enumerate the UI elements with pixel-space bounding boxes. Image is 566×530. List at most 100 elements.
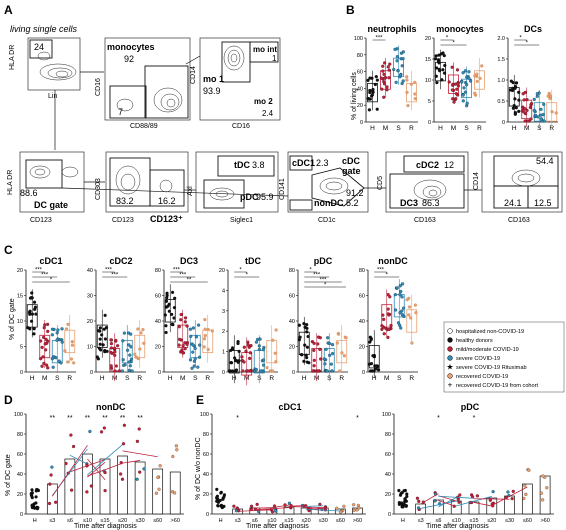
data-point <box>257 344 261 348</box>
data-point <box>236 360 240 365</box>
data-point <box>303 325 307 329</box>
patient-line <box>122 450 158 458</box>
data-point <box>385 85 389 89</box>
data-point <box>340 351 344 355</box>
y-tick-label: 0 <box>206 512 209 518</box>
data-point <box>60 340 64 344</box>
data-point <box>32 327 36 331</box>
data-point <box>30 488 34 492</box>
y-axis-label: CD5 <box>377 176 384 190</box>
data-point <box>306 334 310 339</box>
x-tick-label: H <box>168 375 173 382</box>
panel-e-cdc1-title: cDC1 <box>278 402 301 412</box>
data-point <box>129 345 133 349</box>
tdc-label: tDC <box>234 160 250 170</box>
legend: hospitalized non-COVID-19 healthy donors m… <box>443 321 565 393</box>
data-point <box>401 56 405 61</box>
data-point <box>230 346 235 350</box>
data-point <box>138 470 142 474</box>
x-tick-label: S <box>396 125 401 132</box>
data-point <box>44 348 48 352</box>
data-point <box>312 358 316 362</box>
data-point <box>257 347 261 352</box>
data-point <box>261 358 266 362</box>
data-point <box>70 343 75 347</box>
y-tick-label: 1.0 <box>497 78 505 84</box>
mo1-value: 93.9 <box>203 86 221 96</box>
data-point <box>142 467 146 471</box>
data-point <box>439 52 444 56</box>
data-point <box>406 103 410 108</box>
data-point <box>450 65 454 69</box>
cdc1-value: 2.3 <box>316 158 329 168</box>
data-point <box>393 47 397 52</box>
sig-label: * <box>309 268 312 274</box>
data-point <box>323 505 327 510</box>
data-point <box>312 341 316 345</box>
x-tick-label: R <box>205 375 210 382</box>
y-tick-label: 10 <box>87 345 93 351</box>
x-axis-label: CD88/89 <box>130 123 158 130</box>
panel-e-xlabel-pdc: Time after diagnosis <box>426 523 489 530</box>
data-point <box>157 487 161 491</box>
data-point <box>393 293 397 297</box>
data-point <box>41 355 45 359</box>
data-point <box>380 324 384 328</box>
x-tick-label: ≤6 <box>435 518 441 524</box>
data-point <box>529 102 534 106</box>
data-point <box>352 503 356 507</box>
data-point <box>100 333 104 337</box>
x-axis-label: CD1c <box>318 217 336 224</box>
data-point <box>175 448 179 452</box>
chart-dcs-title: DCs <box>524 24 542 34</box>
data-point <box>246 369 250 373</box>
data-point <box>523 107 527 111</box>
panel-b-ylabel: % of living cells <box>351 72 358 120</box>
data-point <box>335 506 339 510</box>
data-point <box>271 338 275 342</box>
data-point <box>71 444 76 449</box>
data-point <box>318 502 322 506</box>
data-point <box>50 465 54 469</box>
data-point <box>413 97 417 101</box>
data-point <box>548 96 552 101</box>
data-point <box>191 326 196 330</box>
x-axis-label: CD163 <box>414 217 436 224</box>
data-point <box>254 367 258 372</box>
data-point <box>42 335 46 339</box>
data-point <box>179 350 183 354</box>
patient-line <box>288 504 307 507</box>
gate-label: monocytes <box>107 42 155 52</box>
data-point <box>506 490 510 494</box>
sig-label: * <box>473 415 476 422</box>
data-point <box>404 504 408 508</box>
data-point <box>316 342 320 346</box>
x-tick-label: S <box>464 125 469 132</box>
y-tick-label: 0 <box>360 120 363 126</box>
data-point <box>163 313 167 317</box>
data-point <box>297 338 301 342</box>
data-point <box>98 326 102 330</box>
mean-bar <box>152 468 164 515</box>
data-point <box>441 68 445 72</box>
data-point <box>386 307 390 311</box>
sig-label: *** <box>375 36 383 42</box>
data-point <box>117 369 121 373</box>
data-point <box>400 295 404 299</box>
data-point <box>328 353 332 357</box>
data-point <box>416 506 421 510</box>
data-point <box>97 329 101 333</box>
data-point <box>112 346 117 350</box>
chart-nondc: nonDC 0 20 40 60 80 H M S R **** <box>359 256 418 382</box>
data-point <box>475 494 479 498</box>
data-point <box>109 342 114 346</box>
data-point <box>203 333 207 338</box>
x-tick-label: R <box>477 125 482 132</box>
panel-e-ylabel: % of DC w/o nonDC <box>195 437 202 500</box>
data-point <box>183 341 187 345</box>
data-point <box>43 323 47 327</box>
y-tick-label: 20 <box>425 36 431 42</box>
data-point <box>405 494 409 499</box>
patient-line <box>271 504 290 509</box>
x-axis-label: CD123 <box>112 217 134 224</box>
